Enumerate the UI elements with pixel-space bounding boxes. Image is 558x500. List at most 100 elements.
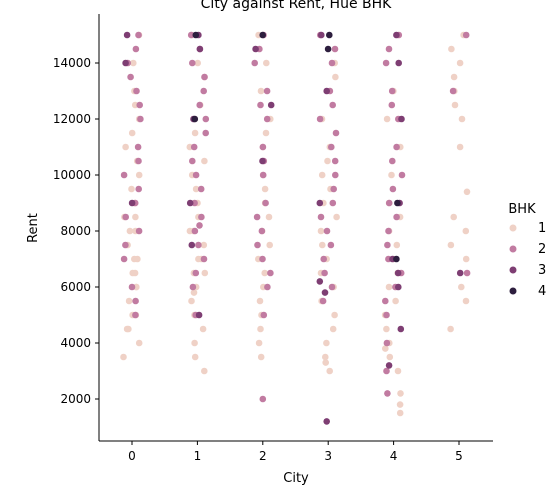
point-bhk-2 bbox=[260, 311, 268, 319]
point-bhk-2 bbox=[120, 171, 128, 179]
point-bhk-2 bbox=[267, 269, 274, 277]
point-bhk-1 bbox=[326, 367, 334, 375]
point-bhk-1 bbox=[120, 353, 127, 361]
point-bhk-2 bbox=[135, 157, 142, 165]
point-bhk-1 bbox=[191, 353, 199, 361]
x-tick-label: 0 bbox=[128, 449, 136, 463]
point-bhk-4 bbox=[393, 255, 400, 263]
point-bhk-2 bbox=[385, 227, 392, 235]
legend-marker bbox=[509, 245, 517, 253]
point-bhk-4 bbox=[191, 115, 199, 123]
point-bhk-1 bbox=[396, 409, 404, 417]
point-bhk-1 bbox=[450, 73, 458, 81]
x-tick-label: 2 bbox=[259, 449, 267, 463]
legend-title: BHK bbox=[508, 202, 536, 217]
point-bhk-2 bbox=[330, 185, 338, 193]
point-bhk-2 bbox=[383, 311, 390, 319]
point-bhk-1 bbox=[322, 353, 329, 361]
point-bhk-1 bbox=[462, 297, 470, 305]
point-bhk-1 bbox=[458, 115, 466, 123]
point-bhk-1 bbox=[263, 59, 270, 67]
point-bhk-2 bbox=[189, 157, 196, 165]
legend-label: 4 bbox=[538, 284, 546, 299]
point-bhk-2 bbox=[259, 171, 267, 179]
point-bhk-2 bbox=[127, 73, 134, 81]
point-bhk-2 bbox=[263, 115, 271, 123]
point-bhk-1 bbox=[125, 297, 133, 305]
point-bhk-2 bbox=[259, 255, 266, 263]
legend-label: 3 bbox=[538, 263, 546, 278]
point-bhk-3 bbox=[393, 31, 400, 39]
point-bhk-2 bbox=[329, 101, 337, 109]
point-bhk-2 bbox=[263, 87, 271, 95]
y-tick-label: 4000 bbox=[60, 336, 91, 350]
point-bhk-2 bbox=[264, 283, 271, 291]
legend-marker bbox=[509, 266, 517, 274]
point-bhk-2 bbox=[196, 222, 203, 229]
point-bhk-3 bbox=[186, 199, 194, 207]
point-bhk-1 bbox=[134, 255, 141, 263]
point-bhk-3 bbox=[395, 283, 402, 291]
point-bhk-1 bbox=[396, 401, 404, 408]
point-bhk-2 bbox=[262, 199, 269, 207]
point-bhk-2 bbox=[462, 31, 470, 39]
point-bhk-2 bbox=[388, 87, 396, 95]
point-bhk-1 bbox=[382, 345, 389, 352]
legend-label: 1 bbox=[538, 221, 546, 236]
point-bhk-2 bbox=[202, 115, 210, 123]
axes bbox=[98, 14, 493, 442]
point-bhk-1 bbox=[456, 143, 464, 151]
point-bhk-1 bbox=[332, 73, 339, 81]
point-bhk-3 bbox=[385, 362, 393, 369]
point-bhk-1 bbox=[128, 129, 136, 137]
point-bhk-2 bbox=[319, 297, 327, 305]
point-bhk-2 bbox=[331, 157, 339, 165]
point-bhk-3 bbox=[395, 59, 403, 67]
point-bhk-2 bbox=[253, 213, 261, 221]
y-tick-label: 10000 bbox=[53, 168, 91, 182]
point-bhk-2 bbox=[328, 143, 335, 151]
point-bhk-2 bbox=[122, 241, 129, 249]
point-bhk-2 bbox=[132, 297, 139, 305]
point-bhk-1 bbox=[257, 325, 264, 333]
point-bhk-3 bbox=[122, 59, 129, 67]
point-bhk-2 bbox=[258, 227, 266, 235]
point-bhk-1 bbox=[191, 339, 198, 347]
y-axis-label: Rent bbox=[26, 213, 41, 243]
point-bhk-2 bbox=[328, 283, 336, 291]
legend-label: 2 bbox=[538, 242, 546, 257]
point-bhk-3 bbox=[188, 241, 196, 249]
point-bhk-2 bbox=[137, 115, 144, 123]
point-bhk-1 bbox=[190, 289, 198, 296]
point-bhk-1 bbox=[386, 353, 394, 361]
point-bhk-1 bbox=[447, 325, 454, 333]
point-bhk-2 bbox=[251, 59, 258, 67]
point-bhk-2 bbox=[196, 101, 203, 109]
point-bhk-2 bbox=[389, 157, 396, 165]
point-bhk-2 bbox=[200, 87, 207, 95]
y-tick-label: 6000 bbox=[60, 280, 91, 294]
point-bhk-2 bbox=[384, 241, 391, 249]
point-bhk-2 bbox=[134, 143, 142, 151]
point-bhk-2 bbox=[259, 395, 267, 403]
data-points bbox=[120, 31, 471, 425]
point-bhk-1 bbox=[383, 325, 390, 333]
point-bhk-2 bbox=[259, 143, 267, 151]
point-bhk-2 bbox=[329, 199, 337, 207]
point-bhk-2 bbox=[201, 73, 208, 81]
point-bhk-3 bbox=[394, 269, 402, 277]
point-bhk-1 bbox=[265, 213, 273, 221]
point-bhk-2 bbox=[189, 283, 197, 291]
x-tick-label: 3 bbox=[324, 449, 332, 463]
point-bhk-2 bbox=[135, 185, 142, 193]
point-bhk-2 bbox=[382, 297, 389, 305]
point-bhk-1 bbox=[456, 59, 464, 67]
point-bhk-4 bbox=[394, 199, 401, 207]
point-bhk-3 bbox=[318, 31, 325, 39]
point-bhk-3 bbox=[267, 101, 275, 109]
point-bhk-1 bbox=[130, 59, 137, 67]
point-bhk-2 bbox=[388, 101, 396, 109]
point-bhk-2 bbox=[132, 45, 140, 53]
point-bhk-1 bbox=[451, 101, 459, 109]
